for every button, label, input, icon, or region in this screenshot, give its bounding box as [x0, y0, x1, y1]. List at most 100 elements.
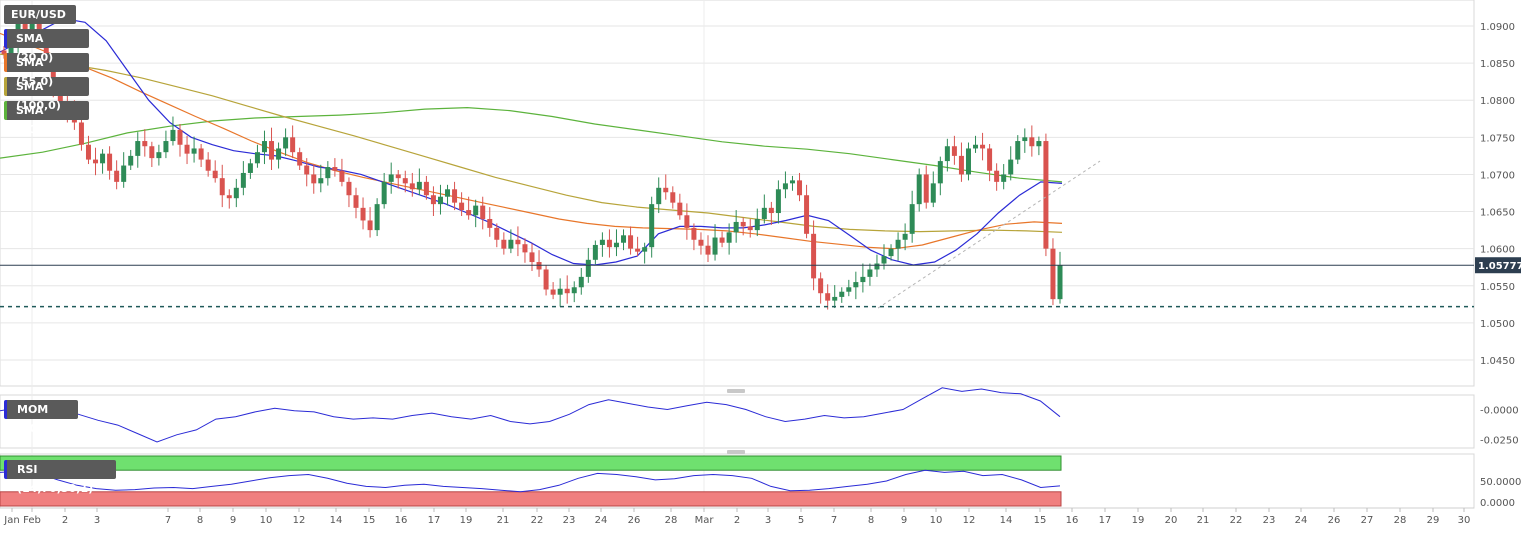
candle — [1022, 137, 1027, 141]
candle — [163, 141, 168, 152]
candle — [713, 238, 718, 255]
candle — [530, 252, 535, 262]
candle — [128, 156, 133, 166]
candle — [86, 145, 91, 160]
x-tick-label: 15 — [363, 515, 376, 526]
x-tick-label: 19 — [1132, 515, 1145, 526]
candle — [149, 146, 154, 158]
candle — [706, 246, 711, 255]
candle — [459, 203, 464, 210]
candle — [776, 189, 781, 213]
candle — [741, 222, 746, 226]
candle — [213, 171, 218, 178]
last-price-label: 1.05777 — [1478, 261, 1524, 272]
candle — [818, 278, 823, 293]
mom-label[interactable]: MOM (20) — [4, 400, 78, 419]
x-tick-label: 2 — [62, 515, 68, 526]
candle — [487, 219, 492, 228]
price-tick-label: 1.0450 — [1480, 356, 1515, 367]
candle — [156, 152, 161, 158]
candle — [1058, 265, 1063, 299]
candle — [290, 137, 295, 152]
legend-items: SMA (20,0)SMA (55,0)SMA (100,0)SMA (200,… — [4, 29, 89, 120]
price-tick-label: 1.0550 — [1480, 282, 1515, 293]
candle — [593, 245, 598, 260]
candle — [346, 182, 351, 195]
candle — [1001, 174, 1006, 181]
pane-resize-handle[interactable] — [727, 389, 745, 393]
x-tick-label: 16 — [395, 515, 408, 526]
candle — [959, 156, 964, 175]
x-tick-label: 3 — [94, 515, 100, 526]
candle — [684, 215, 689, 228]
x-tick-label: 17 — [428, 515, 441, 526]
candle — [515, 240, 520, 244]
pane-resize-handle[interactable] — [727, 450, 745, 454]
rsi-overbought-zone — [0, 456, 1061, 470]
candle — [649, 204, 654, 247]
candle — [1015, 141, 1020, 160]
candle — [938, 161, 943, 183]
candle — [846, 287, 851, 291]
candle — [107, 154, 112, 171]
candle — [621, 235, 626, 242]
candle — [642, 247, 647, 251]
candle — [466, 210, 471, 215]
x-tick-label: 9 — [230, 515, 236, 526]
x-tick-label: 12 — [293, 515, 306, 526]
candle — [748, 226, 753, 230]
candle — [135, 141, 140, 156]
candle — [663, 188, 668, 192]
x-tick-label: 29 — [1427, 515, 1440, 526]
x-tick-label: 10 — [260, 515, 273, 526]
x-tick-label: 5 — [798, 515, 804, 526]
candle — [508, 240, 513, 249]
candle — [931, 183, 936, 202]
mom-tick-label: -0.0250 — [1480, 436, 1519, 447]
x-tick-label: 15 — [1034, 515, 1047, 526]
legend-item[interactable]: SMA (20,0) — [4, 29, 89, 48]
x-tick-label: 7 — [831, 515, 837, 526]
candle — [93, 160, 98, 164]
rsi-oversold-zone — [0, 492, 1061, 506]
candle — [276, 148, 281, 159]
x-tick-label: 27 — [1361, 515, 1374, 526]
candle — [473, 206, 478, 216]
indicator-legend: EUR/USD SMA (20,0)SMA (55,0)SMA (100,0)S… — [4, 5, 89, 125]
symbol-label[interactable]: EUR/USD — [4, 5, 76, 24]
candle — [628, 235, 633, 248]
x-tick-label: 14 — [330, 515, 343, 526]
candle — [889, 249, 894, 256]
candle — [339, 171, 344, 182]
candle — [614, 243, 619, 247]
candle — [860, 277, 865, 282]
x-tick-label: 8 — [197, 515, 203, 526]
x-tick-label: 17 — [1099, 515, 1112, 526]
candle — [311, 174, 316, 183]
candle — [480, 206, 485, 219]
candle — [375, 204, 380, 230]
candle — [100, 154, 105, 164]
candle — [698, 240, 703, 246]
candle — [332, 167, 337, 171]
rsi-label[interactable]: RSI (14,70,30,1) — [4, 460, 116, 479]
candle — [501, 240, 506, 249]
x-tick-label: 22 — [531, 515, 544, 526]
price-tick-label: 1.0900 — [1480, 22, 1515, 33]
candle — [832, 297, 837, 301]
candle — [325, 167, 330, 178]
candle — [396, 174, 401, 178]
candle — [987, 148, 992, 170]
candle — [839, 292, 844, 297]
mom-tick-label: -0.0000 — [1480, 405, 1519, 416]
candle — [635, 249, 640, 252]
candle — [952, 146, 957, 156]
candle — [361, 208, 366, 221]
x-tick-label: 2 — [734, 515, 740, 526]
x-tick-label: 28 — [665, 515, 678, 526]
candle — [417, 182, 422, 189]
rsi-label-text: RSI (14,70,30,1) — [17, 463, 93, 495]
candle — [178, 130, 183, 145]
